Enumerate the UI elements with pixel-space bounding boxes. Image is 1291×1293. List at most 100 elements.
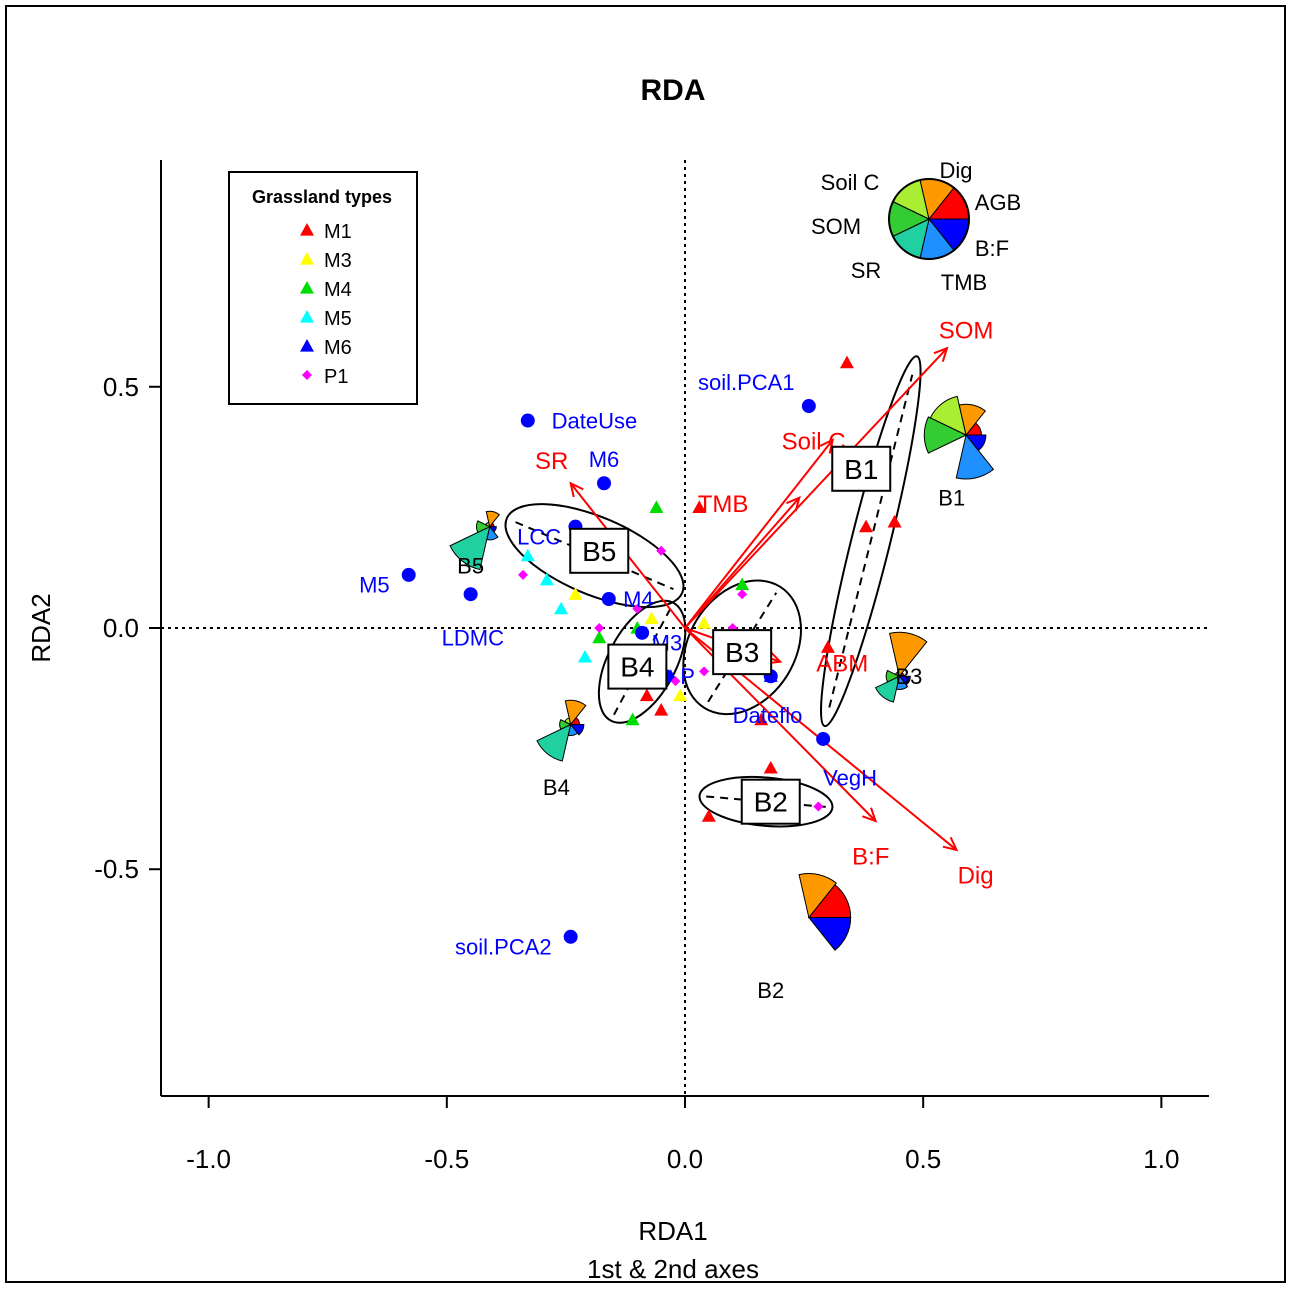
response-arrow-head xyxy=(942,836,959,852)
explanatory-point xyxy=(401,567,416,582)
legend-title: Grassland types xyxy=(252,187,392,207)
legend-symbol xyxy=(300,310,314,323)
x-axis-label: RDA1 xyxy=(638,1216,707,1246)
explanatory-point xyxy=(597,476,612,491)
cluster-b3 xyxy=(682,579,802,716)
legend-label: M3 xyxy=(324,250,352,272)
pie-key-label: SR xyxy=(851,258,882,283)
pie-wedge xyxy=(559,719,572,730)
explanatory-point xyxy=(520,413,535,428)
site-point-m1 xyxy=(692,500,707,513)
legend-symbol xyxy=(300,281,314,294)
cluster-label-text: B5 xyxy=(582,536,616,567)
legend-label: M4 xyxy=(324,279,352,301)
site-point-p1 xyxy=(632,603,643,614)
site-point-p1 xyxy=(518,569,529,580)
response-arrow-label: TMB xyxy=(698,491,749,518)
pie-key: AGB B:F TMB SR SOM Soil C Dig xyxy=(811,158,1021,295)
site-point-m4 xyxy=(625,712,640,726)
cluster-pie-b4: B4 xyxy=(536,699,587,800)
y-tick-label: 0.0 xyxy=(103,613,139,643)
legend-label: M5 xyxy=(324,308,352,330)
site-point-m5 xyxy=(539,572,554,586)
response-arrow-label: Dig xyxy=(958,863,994,890)
site-point-m5 xyxy=(554,601,569,615)
cluster-pie-label: B5 xyxy=(457,553,484,578)
site-point-p1 xyxy=(656,545,667,556)
cluster-pies: B1 B2 B3 B4 B5 xyxy=(449,395,995,1003)
cluster-axis-line xyxy=(707,592,778,703)
explanatory-label: M4 xyxy=(623,587,654,612)
chart-title: RDA xyxy=(641,74,706,107)
legend-symbol xyxy=(300,252,314,265)
y-tick-label: 0.5 xyxy=(103,372,139,402)
cluster-ellipse xyxy=(682,579,802,716)
cluster-axis-line xyxy=(828,374,914,708)
legend-label: M1 xyxy=(324,221,352,243)
cluster-pie-label: B3 xyxy=(895,664,922,689)
pie-wedge xyxy=(955,433,995,480)
cluster-b1 xyxy=(820,355,922,728)
zero-reference-lines xyxy=(161,160,1209,1096)
legend-box xyxy=(228,171,418,405)
pie-key-outline xyxy=(888,178,970,260)
cluster-label-box xyxy=(712,629,773,676)
pie-wedge xyxy=(888,631,928,678)
explanatory-point xyxy=(816,731,831,746)
pie-wedge xyxy=(449,525,491,571)
pie-key-label: TMB xyxy=(941,270,987,295)
pie-key-label: Dig xyxy=(939,158,972,183)
pie-wedge xyxy=(807,916,852,951)
explanatory-point xyxy=(463,587,478,602)
y-axis-label: RDA2 xyxy=(26,593,56,662)
legend: Grassland types M1 M3 M4 M5 M6 P1 xyxy=(228,171,418,405)
cluster-pie-b5: B5 xyxy=(449,510,500,578)
pie-key-label: B:F xyxy=(975,236,1009,261)
site-point-m1 xyxy=(887,514,902,528)
explanatory-label: soil.PCA2 xyxy=(455,934,552,959)
site-point-p1 xyxy=(670,676,681,687)
pie-wedge xyxy=(485,510,500,528)
explanatory-points: DateUsesoil.PCA1M6LCCM5LDMCM4M3PDatefloV… xyxy=(359,370,877,959)
site-point-m5 xyxy=(577,649,592,663)
pie-wedge xyxy=(475,520,491,534)
axes: -1.0 -0.5 0.0 0.5 1.0 -0.5 0.0 0.5 RDA1 1st & … xyxy=(26,160,1209,1284)
legend-entries: M1 M3 M4 M5 M6 P1 xyxy=(300,221,352,388)
response-arrow-label: B:F xyxy=(852,843,889,870)
cluster-pie-label: B4 xyxy=(543,775,570,800)
site-point-p1 xyxy=(594,623,605,633)
site-point-m1 xyxy=(701,809,716,822)
explanatory-label: soil.PCA1 xyxy=(698,370,795,395)
site-point-m1 xyxy=(859,519,874,533)
explanatory-point xyxy=(601,592,616,607)
explanatory-point xyxy=(635,625,650,640)
legend-symbol xyxy=(300,339,314,352)
cluster-label-box xyxy=(831,445,892,492)
cluster-pie-b3: B3 xyxy=(874,631,928,703)
x-tick-label: -0.5 xyxy=(424,1144,469,1174)
pie-key-label: Soil C xyxy=(821,170,880,195)
pie-wedge xyxy=(923,416,968,454)
site-point-m4 xyxy=(592,630,607,644)
response-arrow-line xyxy=(684,439,834,629)
site-point-p1 xyxy=(699,666,710,677)
site-point-m5 xyxy=(520,548,535,562)
site-point-m1 xyxy=(839,355,854,369)
cluster-ellipse xyxy=(504,503,685,609)
explanatory-label: VegH xyxy=(823,766,877,791)
cluster-labels: B1 B2 B3 B4 B5 xyxy=(569,445,892,825)
x-axis-sublabel: 1st & 2nd axes xyxy=(587,1254,759,1284)
pie-wedge xyxy=(885,669,901,683)
cluster-label-text: B3 xyxy=(725,637,759,668)
cluster-pie-b2: B2 xyxy=(757,872,852,1003)
x-tick-label: 0.0 xyxy=(667,1144,703,1174)
response-arrow-line xyxy=(684,497,801,629)
cluster-pie-label: B1 xyxy=(938,486,965,511)
pie-wedge xyxy=(564,699,587,726)
explanatory-label: LDMC xyxy=(442,626,504,651)
cluster-ellipse xyxy=(820,355,922,728)
cluster-label-text: B1 xyxy=(844,454,878,485)
pie-key-label: AGB xyxy=(975,190,1021,215)
